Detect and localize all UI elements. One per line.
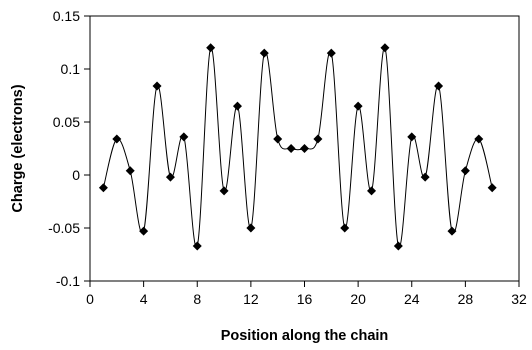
data-point-marker <box>139 226 149 236</box>
x-tick-label: 16 <box>297 291 313 307</box>
data-point-marker <box>407 132 417 142</box>
y-axis-ticks: 0.15 0.1 0.05 0 -0.05 -0.1 <box>48 8 90 289</box>
x-tick-label: 20 <box>350 291 366 307</box>
x-tick-label: 28 <box>458 291 474 307</box>
data-point-marker <box>286 144 296 153</box>
data-point-marker <box>380 43 390 53</box>
y-tick-label: 0.15 <box>53 8 80 24</box>
data-point-marker <box>259 48 269 58</box>
data-point-marker <box>487 183 497 193</box>
data-point-marker <box>165 172 175 182</box>
data-point-marker <box>367 186 377 196</box>
charge-series-markers <box>98 43 497 251</box>
data-point-marker <box>460 166 470 176</box>
data-point-marker <box>393 241 403 251</box>
x-tick-label: 12 <box>243 291 259 307</box>
x-axis-title: Position along the chain <box>221 328 389 344</box>
data-point-marker <box>125 166 135 176</box>
charge-series-line <box>102 47 493 248</box>
data-point-marker <box>219 186 229 196</box>
data-point-marker <box>98 183 108 193</box>
data-point-marker <box>313 134 323 144</box>
data-point-marker <box>232 101 242 111</box>
data-point-marker <box>246 223 256 233</box>
data-point-marker <box>420 172 430 182</box>
data-point-marker <box>447 226 457 236</box>
x-tick-label: 4 <box>140 291 148 307</box>
y-tick-label: 0.05 <box>53 114 80 130</box>
data-point-marker <box>340 223 350 233</box>
data-point-marker <box>474 134 484 144</box>
data-point-marker <box>206 43 216 53</box>
data-point-marker <box>434 81 444 91</box>
data-point-marker <box>179 132 189 142</box>
y-tick-label: 0.1 <box>61 61 81 77</box>
x-axis-ticks: 0 4 8 12 16 20 24 28 32 <box>86 281 527 307</box>
data-point-marker <box>112 134 122 144</box>
x-tick-label: 0 <box>86 291 94 307</box>
x-tick-label: 8 <box>193 291 201 307</box>
x-tick-label: 24 <box>404 291 420 307</box>
data-point-marker <box>326 48 336 58</box>
y-axis-title: Charge (electrons) <box>10 84 26 212</box>
data-point-marker <box>353 101 363 111</box>
data-point-marker <box>273 134 283 144</box>
data-point-marker <box>300 144 309 153</box>
y-tick-label: 0 <box>72 167 80 183</box>
data-point-marker <box>152 81 162 91</box>
y-tick-label: -0.1 <box>56 273 80 289</box>
y-tick-label: -0.05 <box>48 220 80 236</box>
data-point-marker <box>192 241 202 251</box>
x-tick-label: 32 <box>511 291 527 307</box>
